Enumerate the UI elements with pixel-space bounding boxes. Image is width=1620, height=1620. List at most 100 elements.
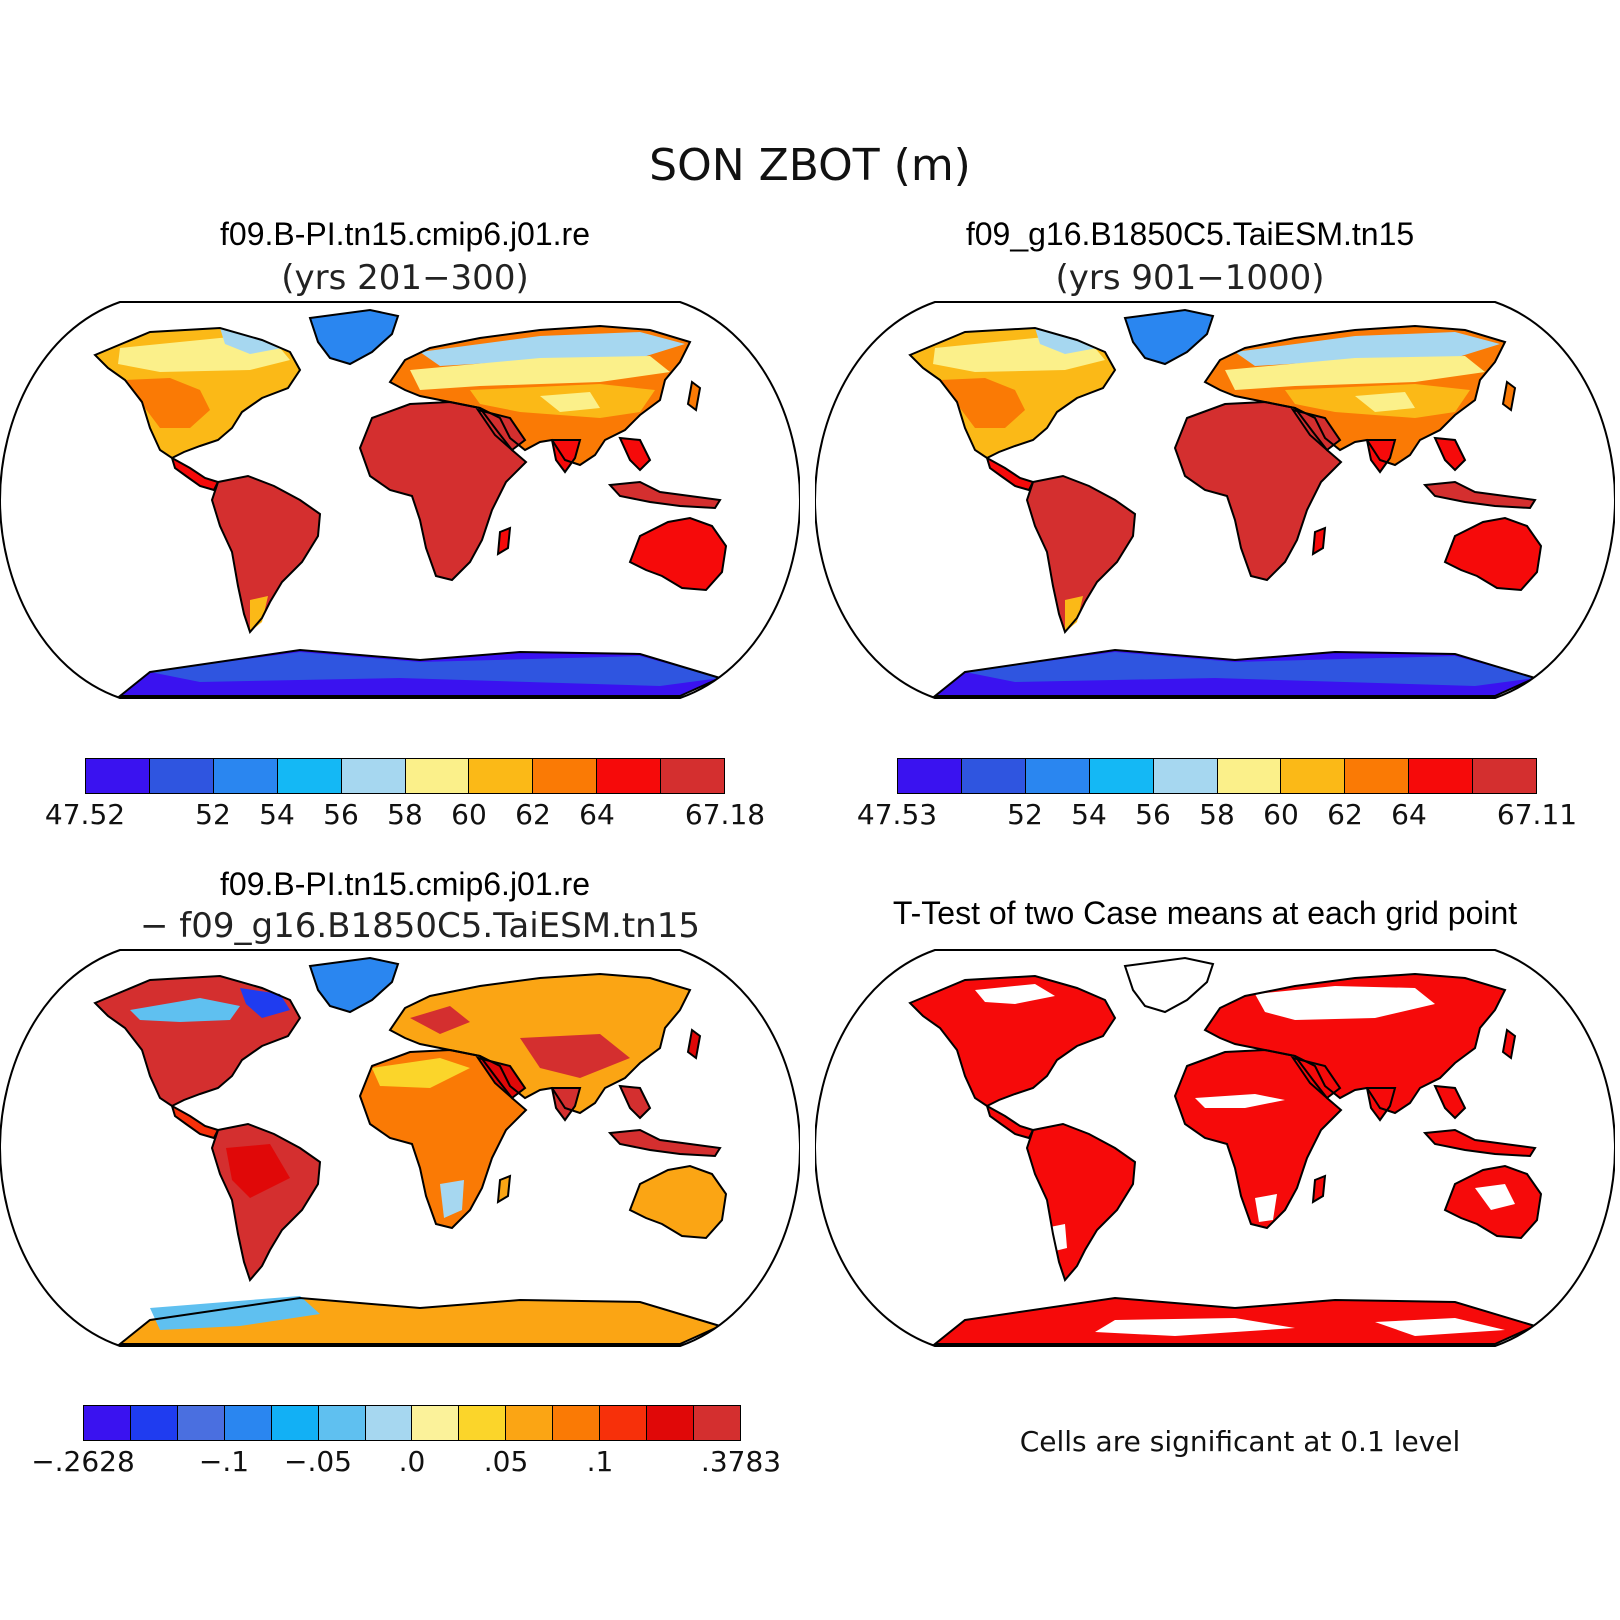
- region-indonesia: [610, 1130, 720, 1156]
- coastline-seasia: [1433, 436, 1467, 472]
- non-significant-area: [1255, 1194, 1277, 1222]
- land-layer: [93, 308, 728, 697]
- coastline-india: [550, 439, 582, 474]
- coastline-greenland: [308, 308, 400, 366]
- colorbar-segment: [130, 1406, 178, 1440]
- coastline-madagascar: [1311, 526, 1327, 556]
- coastline-japan: [1501, 380, 1517, 412]
- colorbar-segment: [341, 759, 406, 793]
- colorbar-segment: [898, 759, 962, 793]
- coastline-camerica: [170, 1103, 220, 1140]
- coastline-antarctica: [932, 648, 1538, 697]
- non-significant-area: [1375, 1318, 1505, 1336]
- coastline-eurasia: [1203, 972, 1507, 1115]
- colorbar-segment: [553, 1406, 601, 1440]
- coastline-japan: [686, 380, 702, 412]
- map-outline: [815, 301, 1615, 699]
- colorbar-tick-label: −.2628: [31, 1445, 135, 1478]
- colorbar-segment: [365, 1406, 413, 1440]
- colorbar-segment: [1409, 759, 1474, 793]
- band-eurasia-north: [1225, 356, 1485, 390]
- coastline-greenland: [1123, 956, 1215, 1014]
- colorbar-tick-label: 54: [259, 798, 295, 831]
- band-canada-arctic: [1035, 328, 1097, 354]
- patch-asia-positive: [520, 1034, 630, 1078]
- region-indonesia: [1425, 1130, 1535, 1156]
- colorbar-tick-label: .3783: [700, 1445, 782, 1478]
- panel-3-title: f09.B-PI.tn15.cmip6.j01.re: [220, 866, 590, 902]
- region-greenland: [310, 958, 398, 1012]
- band-eurasia-north: [410, 356, 670, 390]
- coastline-camerica: [985, 455, 1035, 492]
- coastline-arabia: [475, 408, 527, 452]
- colorbar-tick-label: 60: [1263, 798, 1299, 831]
- colorbar-segment: [600, 1406, 648, 1440]
- coastline-indonesia: [607, 1128, 722, 1158]
- region-indonesia: [1425, 482, 1535, 508]
- region-camerica: [172, 458, 218, 490]
- band-us: [940, 378, 1025, 428]
- non-significant-area: [1045, 1224, 1067, 1252]
- region-camerica: [172, 1106, 218, 1138]
- colorbar-tick-label: 58: [387, 798, 423, 831]
- region-samerica: [1027, 476, 1135, 632]
- colorbar-tick-label: 56: [323, 798, 359, 831]
- colorbar-tick-label: 67.18: [684, 798, 766, 831]
- coastline-namerica: [93, 326, 302, 460]
- region-camerica: [987, 1106, 1033, 1138]
- colorbar-tick-label: .1: [586, 1445, 614, 1478]
- colorbar-tick-label: .05: [483, 1445, 529, 1478]
- coastline-india: [550, 1087, 582, 1122]
- map-outline: [0, 301, 800, 699]
- colorbar-tick-label: 56: [1135, 798, 1171, 831]
- panel-3-map: [0, 949, 800, 1347]
- colorbar-segment: [318, 1406, 366, 1440]
- colorbar-segment: [1217, 759, 1282, 793]
- colorbar-tick-label: 58: [1199, 798, 1235, 831]
- region-samerica: [1027, 1124, 1135, 1280]
- coastline-australia: [628, 1164, 728, 1240]
- coastline-japan: [686, 1028, 702, 1060]
- colorbar-tick-label: 52: [1007, 798, 1043, 831]
- non-significant-area: [1195, 1094, 1285, 1108]
- coastline-indonesia: [1422, 480, 1537, 510]
- colorbar-segment: [533, 759, 598, 793]
- band-antarctic-coast: [965, 652, 1535, 686]
- coastline-samerica: [1025, 474, 1137, 634]
- colorbar-segment: [1281, 759, 1346, 793]
- coastline-camerica: [985, 1103, 1035, 1140]
- panel-1-colorbar: [85, 758, 725, 794]
- colorbar-segment: [412, 1406, 460, 1440]
- colorbar-tick-label: 67.11: [1496, 798, 1578, 831]
- colorbar-segment: [213, 759, 278, 793]
- map-outline: [0, 949, 800, 1347]
- coastline-samerica: [1025, 1122, 1137, 1282]
- coastline-madagascar: [496, 1174, 512, 1204]
- coastline-japan: [1501, 1028, 1517, 1060]
- non-significant-area: [1095, 1318, 1295, 1336]
- coastline-greenland: [308, 956, 400, 1014]
- land-layer: [908, 308, 1543, 697]
- coastline-antarctica: [932, 1296, 1538, 1345]
- coastline-samerica: [210, 474, 322, 634]
- colorbar-segment: [459, 1406, 507, 1440]
- region-australia: [630, 518, 726, 590]
- significance-note: Cells are significant at 0.1 level: [1019, 1425, 1461, 1458]
- patch-canada-negative: [130, 998, 240, 1022]
- band-tibet: [1355, 392, 1415, 412]
- coastline-seasia: [1433, 1084, 1467, 1120]
- patch-amazon: [226, 1144, 290, 1198]
- panel-4-map: [815, 949, 1615, 1347]
- colorbar-tick-label: .0: [398, 1445, 426, 1478]
- coastline-eurasia: [388, 324, 692, 467]
- colorbar-tick-label: 47.53: [856, 798, 938, 831]
- colorbar-segment: [1025, 759, 1090, 793]
- colorbar-tick-label: 47.52: [44, 798, 126, 831]
- colorbar-tick-label: −.1: [198, 1445, 250, 1478]
- region-australia: [630, 1166, 726, 1238]
- colorbar-segment: [647, 1406, 694, 1440]
- coastline-arabia: [475, 1056, 527, 1100]
- panel-1-map: [0, 301, 800, 699]
- coastline-australia: [1443, 516, 1543, 592]
- coastline-eurasia: [388, 972, 692, 1115]
